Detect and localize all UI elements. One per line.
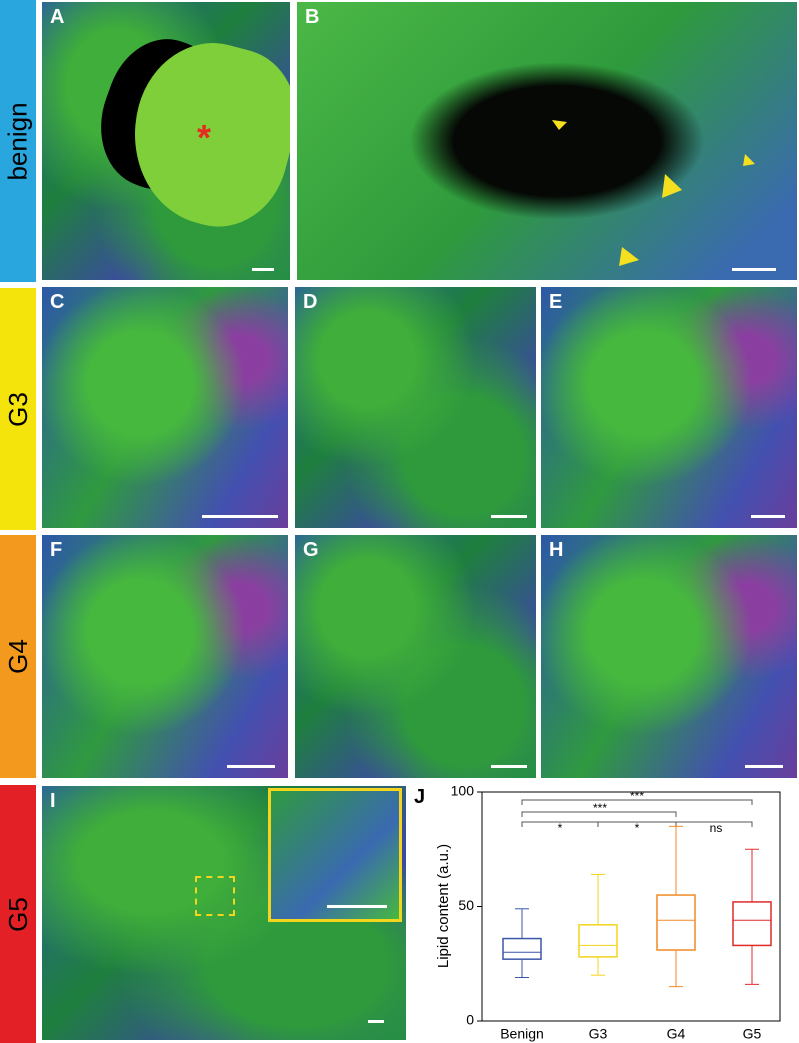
row-label: G5 [0, 785, 36, 1043]
panel-letter: G [303, 539, 319, 561]
row-text: benign [2, 101, 33, 181]
box [578, 924, 618, 958]
arrows [552, 120, 755, 266]
row-text: G4 [2, 639, 33, 674]
micrograph: I [42, 786, 406, 1040]
scale-bar [252, 268, 274, 271]
box [656, 894, 696, 951]
micrograph: H [541, 535, 797, 778]
significance: ns [710, 821, 723, 835]
row-text: G5 [2, 896, 33, 932]
scale-bar [368, 1020, 384, 1023]
micrograph: F [42, 535, 288, 778]
scale-bar [732, 268, 776, 271]
panel-letter: B [305, 6, 320, 28]
panel-letter: I [50, 790, 56, 812]
x-tick-label: G5 [743, 1026, 762, 1042]
micrograph: G [295, 535, 536, 778]
scale-bar [227, 765, 275, 768]
inset [268, 788, 402, 922]
scale-bar [751, 515, 785, 518]
panel-letter: H [549, 539, 564, 561]
scale-bar [491, 765, 527, 768]
panel-letter: C [50, 291, 65, 313]
plot-frame [481, 791, 781, 1022]
y-tick-label: 50 [458, 897, 474, 913]
significance: * [635, 821, 640, 835]
x-tick-label: G3 [589, 1026, 608, 1042]
panel-letter: D [303, 291, 318, 313]
panel-letter: A [50, 6, 65, 28]
micrograph: D [295, 287, 536, 528]
scale-bar [745, 765, 783, 768]
x-tick-label: Benign [500, 1026, 544, 1042]
row-label: benign [0, 0, 36, 282]
scale-bar [202, 515, 278, 518]
panel-letter: F [50, 539, 63, 561]
significance: * [558, 821, 563, 835]
row-label: G3 [0, 288, 36, 530]
significance: *** [593, 801, 607, 815]
micrograph: E [541, 287, 797, 528]
row-label: G4 [0, 535, 36, 778]
y-tick-label: 100 [451, 783, 475, 799]
micrograph: B [297, 2, 797, 280]
x-tick-label: G4 [667, 1026, 686, 1042]
scale-bar [491, 515, 527, 518]
y-axis-label: Lipid content (a.u.) [435, 844, 452, 968]
row-text: G3 [2, 391, 33, 427]
annotation: * [197, 117, 212, 158]
box [502, 937, 542, 960]
significance: *** [630, 789, 644, 803]
micrograph: C [42, 287, 288, 528]
panel-letter: J [414, 786, 426, 808]
box [732, 901, 772, 947]
y-tick-label: 0 [466, 1012, 474, 1028]
micrograph: * A [42, 2, 290, 280]
brackets [521, 799, 753, 827]
panel-letter: E [549, 291, 563, 313]
